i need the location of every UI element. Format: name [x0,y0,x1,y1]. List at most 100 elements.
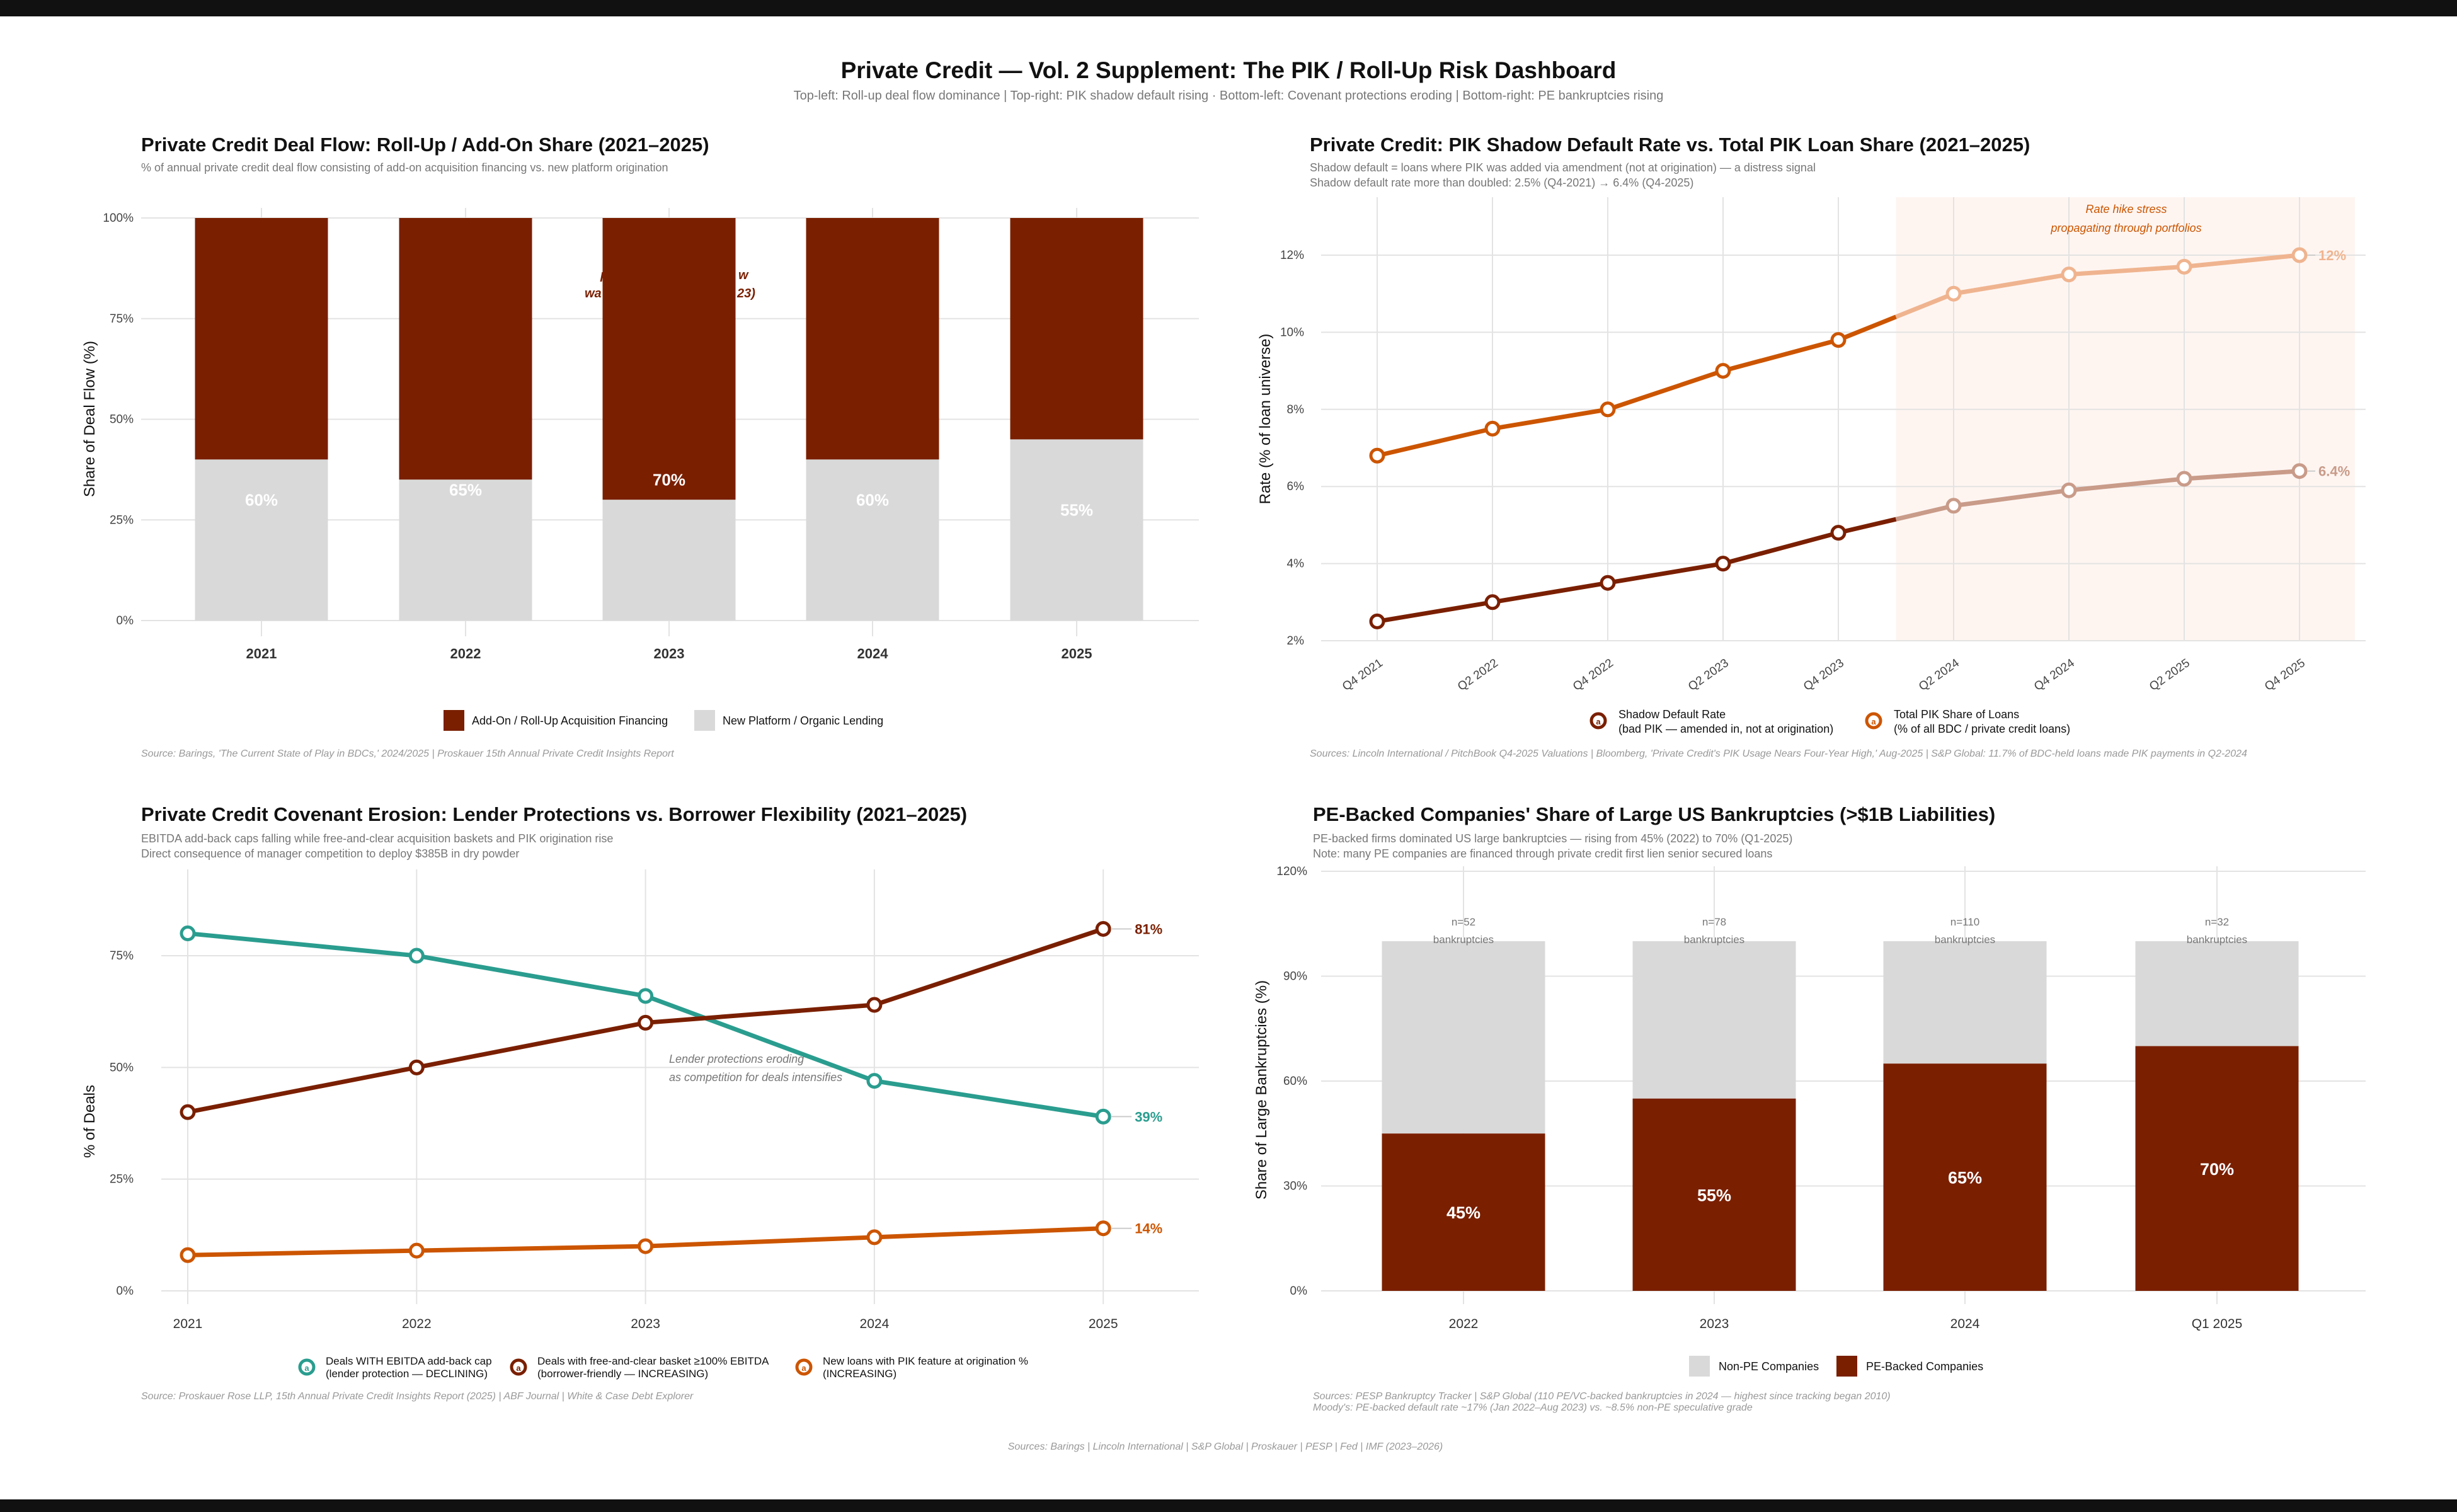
bar-non-pe [2135,941,2299,1046]
bar-add-on [1010,218,1143,440]
y-tick-label: 75% [110,312,134,326]
data-point [2176,258,2192,275]
y-tick-label: 0% [117,1285,134,1298]
chart-subtitle-deal-flow: % of annual private credit deal flow con… [141,161,668,174]
legend-label: PE-Backed Companies [1866,1360,1983,1373]
chart-subtitle-covenant-2: Direct consequence of manager competitio… [141,847,519,860]
shaded-region [1896,197,2355,641]
annotation-fragment: 23) [736,287,755,301]
data-point [408,948,425,964]
x-tick-label: 2025 [1089,1317,1118,1331]
y-tick-label: 8% [1287,403,1305,416]
y-tick-label: 25% [110,513,134,527]
x-tick-label: Q2 2025 [2147,656,2192,694]
x-tick-label: 2024 [857,646,889,662]
y-tick-label: 60% [1283,1075,1307,1088]
data-point [2176,471,2192,487]
x-tick-label: Q4 2021 [1340,656,1385,694]
legend-swatch-new-platform [694,710,715,731]
data-label: 70% [653,470,685,489]
legend-key-glyph: a [1596,717,1601,726]
bar-new-platform [195,459,328,621]
pik-chart: 2% 4% 6% 8% 10% 12% Rate hike stress propagatin… [1280,197,2366,735]
annotation: Lender protections eroding [669,1053,804,1065]
count-label: bankruptcies [1433,934,1494,946]
annotation: as competition for deals intensifies [669,1071,842,1084]
chart-source-pik: Sources: Lincoln International / PitchBo… [1310,748,2247,759]
data-point [1095,1220,1111,1237]
y-tick-label: 6% [1287,480,1305,493]
bar-new-platform [806,459,939,621]
y-tick-label: 25% [110,1173,134,1186]
bar-pe-backed [1382,1133,1545,1291]
y-axis-title-bankruptcies: Share of Large Bankruptcies (%) [1253,980,1270,1200]
data-point [408,1242,425,1259]
legend-swatch-non-pe [1689,1356,1710,1377]
y-tick-label: 2% [1287,634,1305,648]
y-axis-title-deal-flow: Share of Deal Flow (%) [81,341,98,497]
data-label: 55% [1697,1186,1731,1205]
count-label: n=52 [1452,916,1475,928]
y-axis-title-covenant: % of Deals [81,1085,98,1158]
chart-subtitle-pik-1: Shadow default = loans where PIK was add… [1310,161,1816,174]
dashboard-subtitle: Top-left: Roll-up deal flow dominance | … [794,89,1664,103]
count-label: bankruptcies [1935,934,1995,946]
legend-key-shadow-default [1589,712,1607,730]
x-tick-label: Q4 2024 [2032,656,2077,694]
x-tick-label: Q2 2022 [1455,656,1501,694]
x-tick-label: Q2 2023 [1686,656,1731,694]
end-label: 6.4% [2318,464,2350,479]
legend-label: Non-PE Companies [1719,1360,1819,1373]
data-point [1945,498,1962,514]
legend-label: (borrower-friendly — INCREASING) [537,1368,708,1380]
x-tick-label: 2025 [1062,646,1092,662]
y-axis-title-pik: Rate (% of loan universe) [1257,334,1274,505]
legend-key-glyph: a [801,1363,806,1373]
footer-sources: Sources: Barings | Lincoln International… [1008,1441,1443,1452]
y-tick-label: 12% [1280,249,1304,262]
data-point [1945,285,1962,302]
data-point [1600,575,1616,591]
legend-label: Deals WITH EBITDA add-back cap [326,1355,492,1367]
y-tick-label: 10% [1280,326,1304,339]
x-tick-label: 2021 [173,1317,203,1331]
data-point [180,1104,196,1120]
bar-non-pe [1632,941,1796,1099]
chart-source-covenant: Source: Proskauer Rose LLP, 15th Annual … [141,1391,694,1402]
data-point [866,1073,883,1089]
x-tick-label: 2023 [654,646,685,662]
count-label: n=32 [2205,916,2229,928]
chart-subtitle-bankruptcies-1: PE-backed firms dominated US large bankr… [1313,832,1792,845]
chart-source-deal-flow: Source: Barings, 'The Current State of P… [141,748,674,759]
bar-add-on [602,218,736,500]
legend-key-free-and-clear [510,1358,527,1376]
chart-subtitle-pik-2: Shadow default rate more than doubled: 2… [1310,176,1693,189]
data-point [2061,266,2077,283]
bar-new-platform [399,479,532,621]
end-label: 39% [1135,1109,1162,1125]
legend-label: Add-On / Roll-Up Acquisition Financing [472,714,668,727]
chart-title-bankruptcies: PE-Backed Companies' Share of Large US B… [1313,803,1995,825]
data-point [180,925,196,942]
data-point [1715,556,1731,572]
data-point [1095,1108,1111,1125]
end-label: 81% [1135,921,1162,937]
data-point [1095,920,1111,937]
chart-subtitle-bankruptcies-2: Note: many PE companies are financed thr… [1313,847,1772,860]
y-tick-label: 100% [103,212,134,225]
bar-new-platform [1010,439,1143,621]
data-point [1484,420,1501,437]
y-tick-label: 90% [1283,970,1307,983]
data-point [1369,613,1385,629]
count-label: n=110 [1950,916,1979,928]
legend-label: New loans with PIK feature at originatio… [823,1355,1028,1367]
legend-label: (bad PIK — amended in, not at originatio… [1618,723,1833,735]
legend-label: Shadow Default Rate [1618,708,1726,721]
data-point [2291,463,2308,479]
data-point [1830,332,1847,348]
data-label: 70% [2200,1160,2234,1179]
legend-key-pik-origination [795,1358,813,1376]
legend-key-glyph: a [304,1363,309,1373]
chart-source-bankruptcies-2: Moody's: PE-backed default rate ~17% (Ja… [1313,1402,1753,1413]
